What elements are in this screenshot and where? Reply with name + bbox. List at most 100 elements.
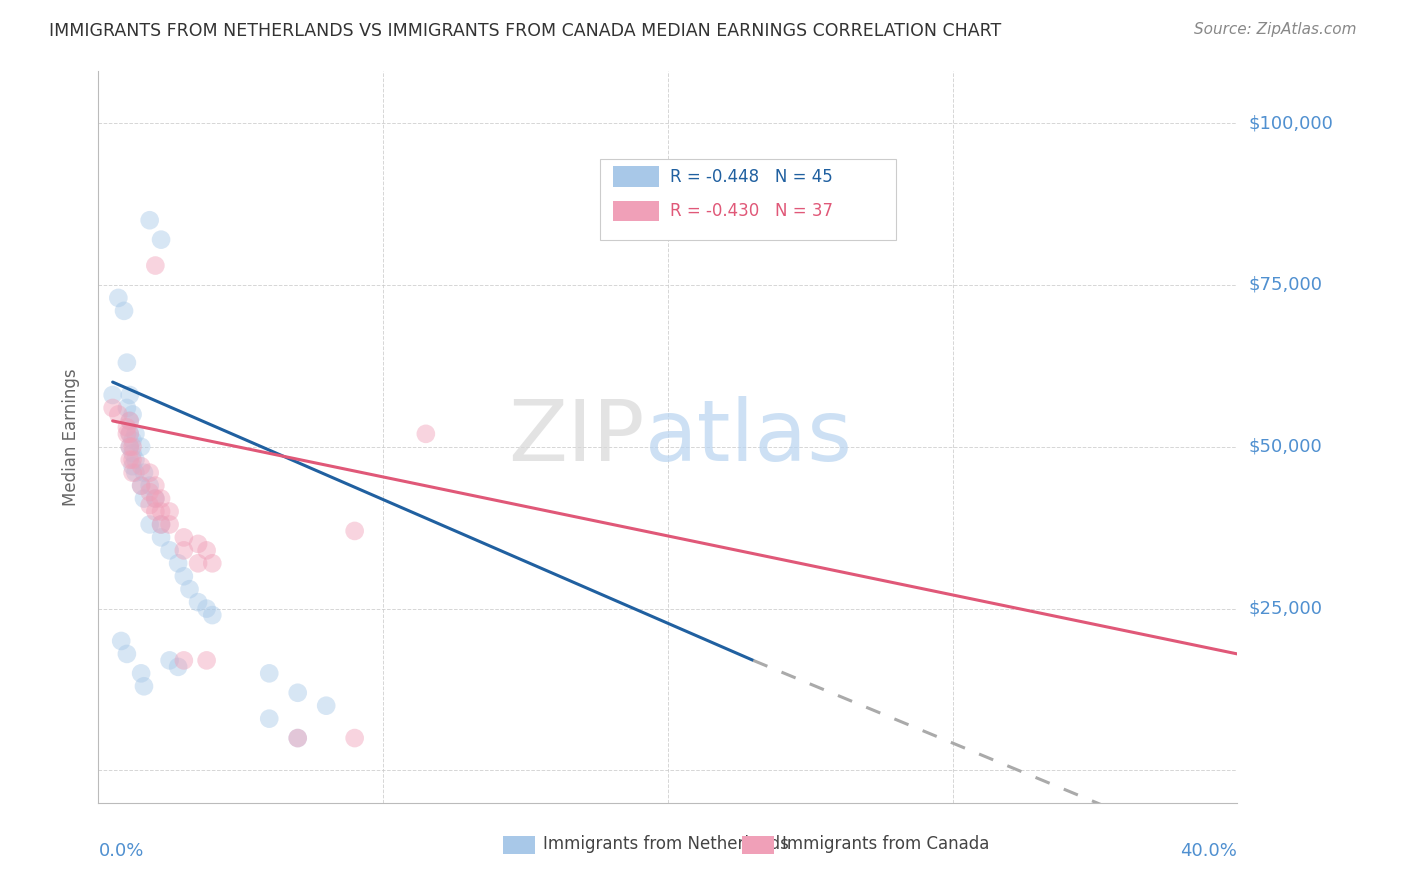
- Text: R = -0.448   N = 45: R = -0.448 N = 45: [671, 168, 832, 186]
- Point: [121, 466, 143, 480]
- Point: [138, 498, 160, 512]
- Point: [115, 426, 138, 441]
- Text: IMMIGRANTS FROM NETHERLANDS VS IMMIGRANTS FROM CANADA MEDIAN EARNINGS CORRELATIO: IMMIGRANTS FROM NETHERLANDS VS IMMIGRANT…: [49, 22, 1001, 40]
- Point: [287, 731, 309, 745]
- Point: [287, 731, 309, 745]
- FancyBboxPatch shape: [742, 836, 773, 854]
- Text: 0.0%: 0.0%: [98, 842, 143, 860]
- Point: [187, 557, 209, 571]
- Point: [121, 452, 143, 467]
- Point: [132, 466, 155, 480]
- Point: [315, 698, 337, 713]
- Point: [415, 426, 437, 441]
- Point: [145, 478, 167, 492]
- Text: Source: ZipAtlas.com: Source: ZipAtlas.com: [1194, 22, 1357, 37]
- Point: [101, 401, 124, 415]
- Point: [129, 666, 152, 681]
- Text: ZIP: ZIP: [509, 395, 645, 479]
- Point: [159, 517, 181, 532]
- Point: [129, 459, 152, 474]
- Point: [259, 712, 281, 726]
- Y-axis label: Median Earnings: Median Earnings: [62, 368, 80, 506]
- FancyBboxPatch shape: [503, 836, 534, 854]
- Point: [343, 731, 366, 745]
- Text: 40.0%: 40.0%: [1181, 842, 1237, 860]
- Point: [187, 537, 209, 551]
- Point: [115, 401, 138, 415]
- Text: $100,000: $100,000: [1249, 114, 1333, 132]
- Point: [118, 388, 141, 402]
- Point: [195, 543, 218, 558]
- Point: [115, 647, 138, 661]
- Text: Immigrants from Canada: Immigrants from Canada: [782, 836, 988, 854]
- Point: [107, 408, 129, 422]
- Point: [124, 452, 146, 467]
- Point: [195, 653, 218, 667]
- Point: [287, 686, 309, 700]
- Point: [107, 291, 129, 305]
- Point: [150, 530, 173, 544]
- Point: [167, 660, 190, 674]
- Point: [101, 388, 124, 402]
- Point: [112, 303, 135, 318]
- Point: [132, 679, 155, 693]
- Point: [159, 504, 181, 518]
- Point: [138, 485, 160, 500]
- Text: $50,000: $50,000: [1249, 438, 1322, 456]
- Point: [150, 504, 173, 518]
- Point: [118, 414, 141, 428]
- Point: [201, 608, 224, 623]
- Point: [115, 420, 138, 434]
- Point: [187, 595, 209, 609]
- Point: [150, 491, 173, 506]
- Text: Immigrants from Netherlands: Immigrants from Netherlands: [543, 836, 789, 854]
- Point: [118, 440, 141, 454]
- Text: $75,000: $75,000: [1249, 276, 1323, 294]
- Point: [118, 440, 141, 454]
- FancyBboxPatch shape: [613, 167, 659, 187]
- Point: [173, 543, 195, 558]
- Point: [129, 440, 152, 454]
- Point: [173, 569, 195, 583]
- Point: [138, 466, 160, 480]
- Point: [138, 213, 160, 227]
- Point: [343, 524, 366, 538]
- Point: [118, 426, 141, 441]
- Text: R = -0.430   N = 37: R = -0.430 N = 37: [671, 202, 834, 220]
- Point: [121, 446, 143, 460]
- Point: [150, 233, 173, 247]
- Point: [132, 491, 155, 506]
- FancyBboxPatch shape: [613, 201, 659, 221]
- Text: atlas: atlas: [645, 395, 853, 479]
- Point: [173, 530, 195, 544]
- Point: [118, 414, 141, 428]
- Point: [121, 434, 143, 448]
- Point: [150, 517, 173, 532]
- Point: [173, 653, 195, 667]
- Point: [145, 491, 167, 506]
- Point: [124, 466, 146, 480]
- Point: [150, 517, 173, 532]
- FancyBboxPatch shape: [599, 159, 896, 240]
- Point: [179, 582, 201, 597]
- Point: [167, 557, 190, 571]
- Point: [129, 478, 152, 492]
- Point: [138, 478, 160, 492]
- Point: [159, 653, 181, 667]
- Point: [110, 634, 132, 648]
- Point: [121, 440, 143, 454]
- Point: [259, 666, 281, 681]
- Point: [121, 408, 143, 422]
- Point: [195, 601, 218, 615]
- Point: [124, 426, 146, 441]
- Point: [115, 356, 138, 370]
- Point: [138, 517, 160, 532]
- Text: $25,000: $25,000: [1249, 599, 1323, 617]
- Point: [145, 259, 167, 273]
- Point: [118, 452, 141, 467]
- Point: [121, 459, 143, 474]
- Point: [201, 557, 224, 571]
- Point: [118, 426, 141, 441]
- Point: [159, 543, 181, 558]
- Point: [145, 491, 167, 506]
